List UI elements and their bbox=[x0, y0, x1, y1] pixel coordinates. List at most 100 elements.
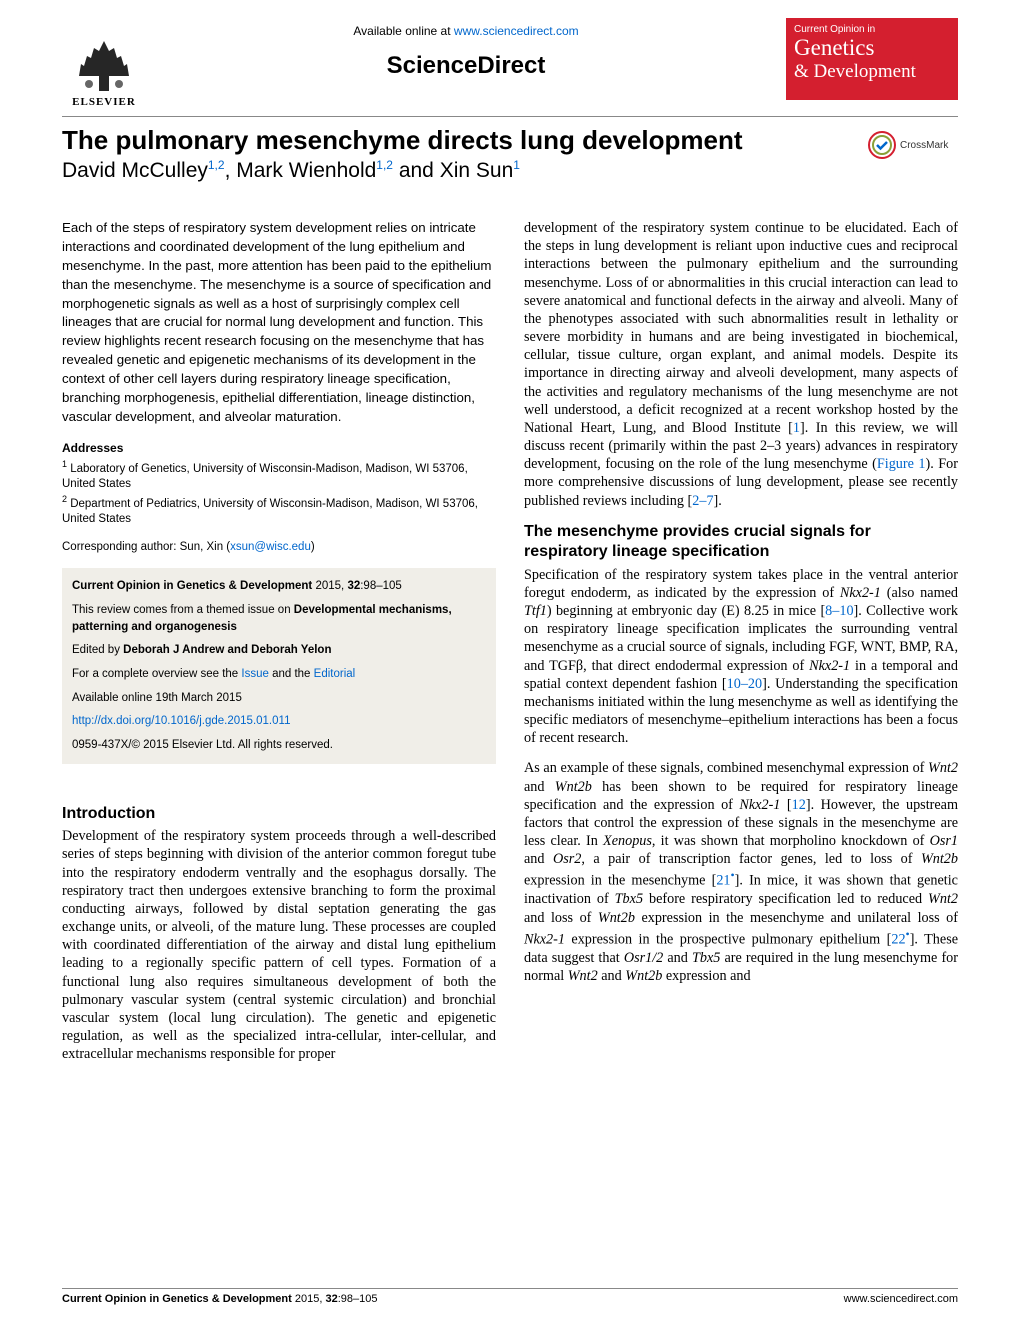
gene-tbx5b: Tbx5 bbox=[692, 950, 720, 966]
gene-nkx2-1: Nkx2-1 bbox=[840, 585, 881, 601]
footer-journal-year: 2015, bbox=[292, 1293, 326, 1305]
gene-wnt2b: Wnt2 bbox=[928, 891, 958, 907]
s2p2-b4: and bbox=[598, 968, 626, 984]
abstract-text: Each of the steps of respiratory system … bbox=[62, 219, 496, 427]
s2p2-b: and bbox=[524, 779, 555, 795]
gene-osr12: Osr1/2 bbox=[624, 950, 663, 966]
badge-line-development: & Development bbox=[794, 61, 950, 83]
s2p1-c: ) beginning at embryonic day (E) 8.25 in… bbox=[547, 603, 825, 619]
title-row: The pulmonary mesenchyme directs lung de… bbox=[62, 125, 958, 183]
available-online-prefix: Available online at bbox=[353, 24, 454, 38]
gene-nkx2-1b: Nkx2-1 bbox=[809, 658, 850, 674]
journal-badge: Current Opinion in Genetics & Developmen… bbox=[786, 18, 958, 100]
page-footer: Current Opinion in Genetics & Developmen… bbox=[62, 1288, 958, 1305]
infobox-journal-name: Current Opinion in Genetics & Developmen… bbox=[72, 580, 312, 592]
ref-1[interactable]: 1 bbox=[793, 420, 800, 436]
gene-osr2: Osr2 bbox=[553, 851, 581, 867]
col2-paragraph-1: development of the respiratory system co… bbox=[524, 219, 958, 510]
addresses-block: 1 Laboratory of Genetics, University of … bbox=[62, 458, 496, 528]
ref-22[interactable]: 22 bbox=[891, 931, 905, 947]
gene-nkx2-1d: Nkx2-1 bbox=[524, 931, 565, 947]
s2p2-g: , a pair of transcription factor genes, … bbox=[581, 851, 921, 867]
author-sep-1: , bbox=[225, 159, 237, 182]
header-rule bbox=[62, 116, 958, 117]
infobox-editorial-link[interactable]: Editorial bbox=[314, 668, 356, 680]
footer-right: www.sciencedirect.com bbox=[844, 1293, 958, 1305]
s2p2-b2: and bbox=[524, 851, 553, 867]
figure-1-ref[interactable]: Figure 1 bbox=[877, 456, 926, 472]
section-2-paragraph-1: Specification of the respiratory system … bbox=[524, 566, 958, 748]
footer-journal-pages: :98–105 bbox=[338, 1293, 378, 1305]
s2p2-d: [ bbox=[780, 797, 791, 813]
gene-wnt2c: Wnt2 bbox=[568, 968, 598, 984]
s2p2-a: As an example of these signals, combined… bbox=[524, 760, 928, 776]
introduction-paragraph-1: Development of the respiratory system pr… bbox=[62, 827, 496, 1063]
corresponding-author: Corresponding author: Sun, Xin (xsun@wis… bbox=[62, 540, 496, 555]
author-2-affil: 1,2 bbox=[376, 158, 393, 172]
infobox-journal-year: 2015, bbox=[312, 580, 347, 592]
gene-wnt2bb: Wnt2b bbox=[921, 851, 958, 867]
ref-8-10[interactable]: 8–10 bbox=[825, 603, 853, 619]
body-columns: Each of the steps of respiratory system … bbox=[62, 219, 958, 1076]
page-header: ELSEVIER Available online at www.science… bbox=[62, 18, 958, 108]
infobox-journal-pages: :98–105 bbox=[360, 580, 402, 592]
ref-21[interactable]: 21 bbox=[716, 873, 730, 889]
addr2-text: Department of Pediatrics, University of … bbox=[62, 498, 478, 526]
section-2-heading: The mesenchyme provides crucial signals … bbox=[524, 522, 958, 563]
author-2: Mark Wienhold bbox=[236, 159, 376, 182]
infobox-edited-prefix: Edited by bbox=[72, 644, 123, 656]
infobox-issue-line: This review comes from a themed issue on… bbox=[72, 602, 486, 635]
infobox-doi-link[interactable]: http://dx.doi.org/10.1016/j.gde.2015.01.… bbox=[72, 715, 290, 727]
left-column: Each of the steps of respiratory system … bbox=[62, 219, 496, 1076]
ref-2-7[interactable]: 2–7 bbox=[692, 493, 713, 509]
s2p2-l: expression in the mesenchyme and unilate… bbox=[635, 910, 958, 926]
badge-line-genetics: Genetics bbox=[794, 35, 950, 61]
s2p2-m: expression in the prospective pulmonary … bbox=[565, 931, 891, 947]
infobox-issue-prefix: This review comes from a themed issue on bbox=[72, 604, 294, 616]
author-list: David McCulley1,2, Mark Wienhold1,2 and … bbox=[62, 158, 868, 183]
infobox-journal-line: Current Opinion in Genetics & Developmen… bbox=[72, 578, 486, 595]
infobox-editors: Deborah J Andrew and Deborah Yelon bbox=[123, 644, 331, 656]
gene-tbx5a: Tbx5 bbox=[615, 891, 643, 907]
s2p2-p: expression and bbox=[662, 968, 750, 984]
article-info-box: Current Opinion in Genetics & Developmen… bbox=[62, 568, 496, 763]
gene-wnt2bc: Wnt2b bbox=[598, 910, 635, 926]
infobox-editors-line: Edited by Deborah J Andrew and Deborah Y… bbox=[72, 642, 486, 659]
crossmark-icon bbox=[868, 131, 896, 159]
corresponding-email-link[interactable]: xsun@wisc.edu bbox=[230, 541, 311, 553]
sciencedirect-wordmark: ScienceDirect bbox=[353, 52, 578, 80]
badge-line-top: Current Opinion in bbox=[794, 24, 950, 35]
gene-wnt2a: Wnt2 bbox=[928, 760, 958, 776]
article-title: The pulmonary mesenchyme directs lung de… bbox=[62, 125, 868, 156]
ref-10-20[interactable]: 10–20 bbox=[727, 676, 762, 692]
footer-journal-name: Current Opinion in Genetics & Developmen… bbox=[62, 1293, 292, 1305]
s2p1-b: (also named bbox=[881, 585, 958, 601]
title-block: The pulmonary mesenchyme directs lung de… bbox=[62, 125, 868, 183]
infobox-overview-and: and the bbox=[269, 668, 314, 680]
crossmark-label: CrossMark bbox=[900, 140, 948, 151]
author-1: David McCulley bbox=[62, 159, 208, 182]
s2p2-f: , it was shown that morpholino knockdown… bbox=[652, 833, 930, 849]
author-3-affil: 1 bbox=[513, 158, 520, 172]
available-online-line: Available online at www.sciencedirect.co… bbox=[353, 24, 578, 38]
author-1-affil: 1,2 bbox=[208, 158, 225, 172]
crossmark-button[interactable]: CrossMark bbox=[868, 129, 958, 161]
corresponding-prefix: Corresponding author: Sun, Xin ( bbox=[62, 541, 230, 553]
section-2-paragraph-2: As an example of these signals, combined… bbox=[524, 759, 958, 985]
infobox-issue-link[interactable]: Issue bbox=[241, 668, 269, 680]
introduction-heading: Introduction bbox=[62, 804, 496, 824]
gene-ttf1: Ttf1 bbox=[524, 603, 547, 619]
gene-wnt2ba: Wnt2b bbox=[555, 779, 592, 795]
gene-nkx2-1c: Nkx2-1 bbox=[739, 797, 780, 813]
right-column: development of the respiratory system co… bbox=[524, 219, 958, 1076]
infobox-doi-line: http://dx.doi.org/10.1016/j.gde.2015.01.… bbox=[72, 713, 486, 730]
elsevier-tree-icon bbox=[69, 36, 139, 96]
corresponding-suffix: ) bbox=[311, 541, 315, 553]
author-and: and bbox=[393, 159, 440, 182]
infobox-copyright: 0959-437X/© 2015 Elsevier Ltd. All right… bbox=[72, 737, 486, 754]
gene-wnt2bd: Wnt2b bbox=[625, 968, 662, 984]
s2p2-j: before respiratory specification led to … bbox=[643, 891, 928, 907]
ref-12[interactable]: 12 bbox=[792, 797, 806, 813]
sciencedirect-url-link[interactable]: www.sciencedirect.com bbox=[454, 24, 579, 38]
gene-osr1: Osr1 bbox=[930, 833, 958, 849]
